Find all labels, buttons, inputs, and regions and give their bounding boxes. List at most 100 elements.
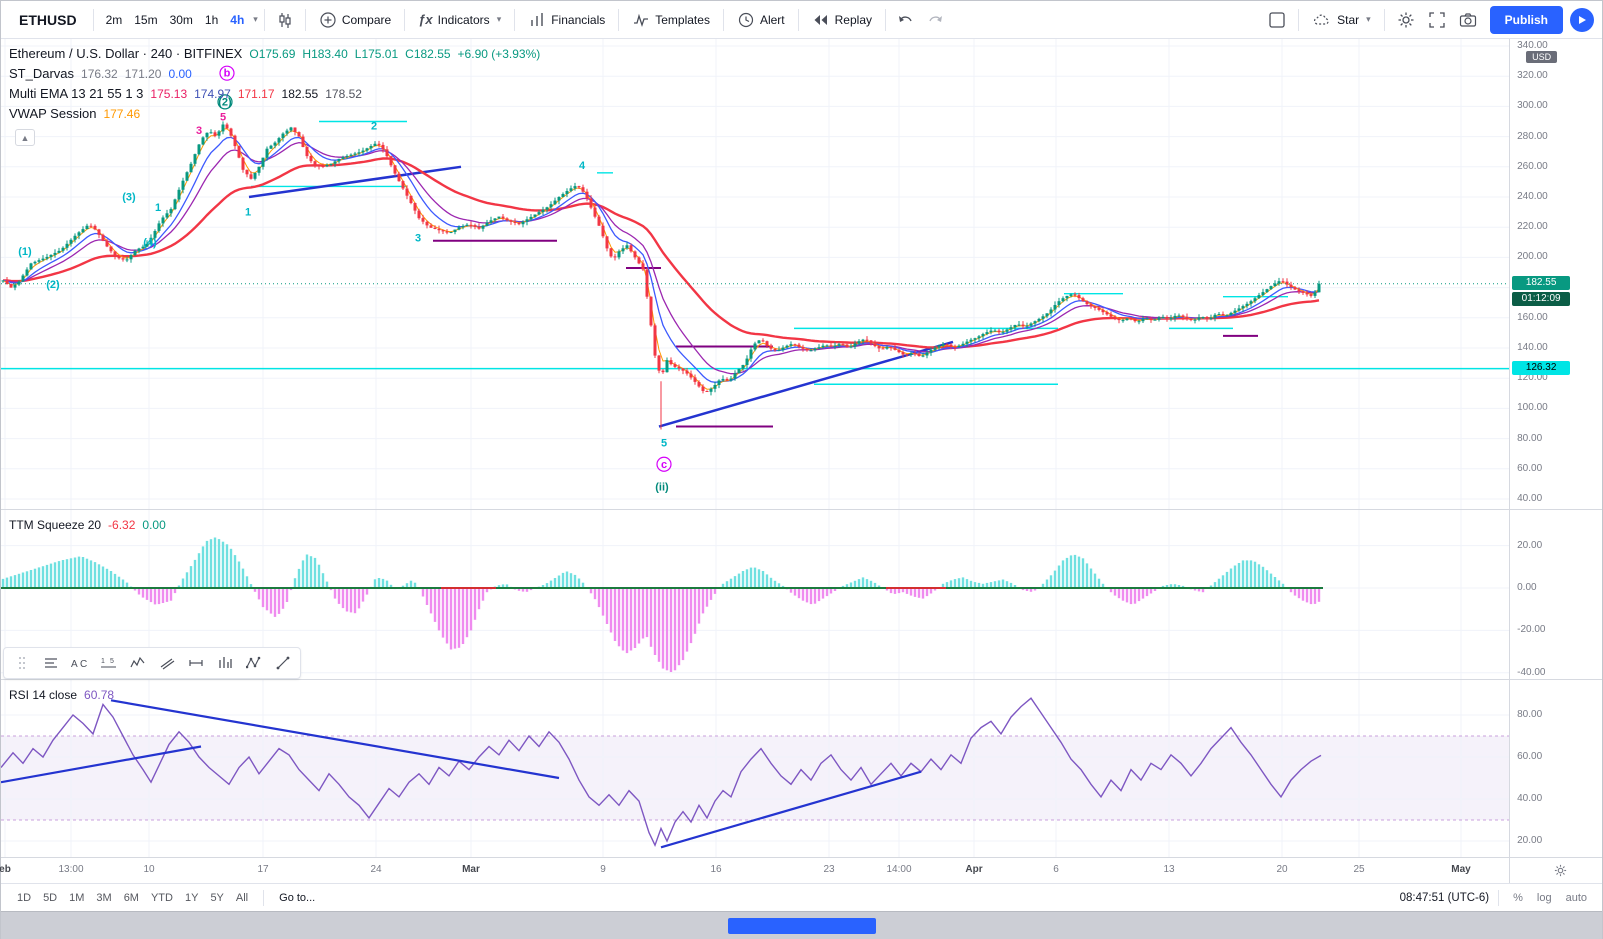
separator	[1498, 889, 1500, 906]
trend-line-icon[interactable]	[269, 650, 296, 676]
svg-text:5: 5	[110, 658, 114, 665]
price-tick: 40.00	[1517, 493, 1543, 504]
range-5d[interactable]: 5D	[43, 891, 58, 904]
axis-gear-icon[interactable]	[1553, 863, 1568, 878]
collapse-legend-button[interactable]: ▲	[15, 129, 35, 146]
time-label: 17	[257, 864, 269, 875]
price-tick: 60.00	[1517, 462, 1543, 474]
compare-button[interactable]: Compare	[312, 6, 398, 34]
play-button[interactable]	[1570, 7, 1594, 32]
price-tick: 100.00	[1517, 402, 1548, 414]
price-chart-canvas[interactable]: (1) (2) (3) (4) 1 1 3 5 (2) b 2 3 4 5 c (ii)	[1, 39, 1510, 509]
xabcd-pattern-icon[interactable]	[240, 650, 267, 676]
screenshot-button[interactable]	[1453, 5, 1483, 35]
range-ytd[interactable]: YTD	[150, 891, 173, 904]
taskbar-active-app[interactable]	[727, 918, 876, 934]
rsi-scale[interactable]: 80.00 60.00 40.00 20.00	[1510, 679, 1602, 857]
svg-text:(ii): (ii)	[655, 481, 669, 493]
object-tree-icon[interactable]	[37, 650, 64, 676]
price-scale-column: USD 340.00 320.00 300.00 280.00 260.00 240.00…	[1509, 39, 1602, 883]
drag-handle[interactable]	[8, 650, 35, 676]
compare-icon	[320, 11, 336, 28]
svg-text:4: 4	[579, 160, 586, 172]
financials-icon	[531, 12, 543, 26]
range-group: 1D 5D 1M 3M 6M YTD 1Y 5Y All	[11, 889, 254, 907]
separator	[92, 8, 94, 31]
price-tick: 80.00	[1517, 432, 1543, 444]
timeframe-2m[interactable]: 2m	[105, 12, 123, 27]
time-label: Mar	[462, 864, 480, 875]
chevron-down-icon[interactable]: ▾	[253, 14, 258, 24]
os-taskbar	[1, 911, 1602, 939]
separator	[304, 8, 306, 31]
indicators-button[interactable]: ƒx Indicators ▾	[411, 7, 508, 32]
clock-timezone[interactable]: 08:47:51 (UTC-6)	[1399, 891, 1490, 904]
range-1y[interactable]: 1Y	[184, 891, 199, 904]
timeframe-4h[interactable]: 4h	[230, 12, 245, 27]
chart-type-button[interactable]	[271, 6, 299, 34]
parallel-channel-icon[interactable]	[153, 650, 180, 676]
range-3m[interactable]: 3M	[96, 891, 112, 904]
range-1m[interactable]: 1M	[69, 891, 85, 904]
time-label: 13:00	[58, 864, 84, 875]
time-axis[interactable]: eb 13:00 10 17 24 Mar 9 16 23 14:00 Apr 6 13 20 25 May	[0, 857, 1510, 883]
alert-button[interactable]: Alert	[730, 6, 792, 34]
play-icon	[1579, 15, 1586, 24]
auto-scale-button[interactable]: auto	[1565, 891, 1587, 904]
goto-button[interactable]: Go to...	[279, 891, 316, 904]
ttm-tick: 0.00	[1517, 582, 1537, 593]
fx-icon: ƒx	[418, 12, 433, 27]
timeframe-15m[interactable]: 15m	[134, 12, 158, 27]
timeframe-30m[interactable]: 30m	[169, 12, 193, 27]
svg-text:A: A	[71, 659, 78, 670]
settings-button[interactable]	[1391, 5, 1421, 35]
templates-button[interactable]: Templates	[625, 6, 717, 34]
svg-text:(4): (4)	[143, 237, 157, 249]
bottom-toolbar: 1D 5D 1M 3M 6M YTD 1Y 5Y All Go to... 08:47:51 (…	[1, 883, 1602, 911]
templates-icon	[634, 13, 649, 27]
log-scale-button[interactable]: log	[1536, 891, 1552, 904]
compare-label: Compare	[341, 12, 392, 27]
undo-button[interactable]	[892, 6, 920, 34]
ttm-scale[interactable]: 20.00 0.00 -20.00 -40.00	[1510, 509, 1602, 679]
timeframe-1h[interactable]: 1h	[204, 12, 219, 27]
percent-scale-button[interactable]: %	[1513, 891, 1523, 904]
range-1d[interactable]: 1D	[17, 891, 32, 904]
indicators-label: Indicators	[437, 12, 490, 27]
time-label: 24	[370, 864, 382, 875]
save-layout-button[interactable]: Star ▾	[1305, 7, 1378, 33]
separator	[797, 8, 799, 31]
replay-button[interactable]: Replay	[805, 6, 879, 34]
ttm-chart-canvas[interactable]	[1, 510, 1510, 679]
time-label: 20	[1276, 864, 1288, 875]
svg-text:(2): (2)	[46, 279, 60, 291]
time-label: 13	[1163, 864, 1175, 875]
time-label: 6	[1053, 864, 1059, 875]
financials-label: Financials	[551, 12, 606, 27]
price-tick: 220.00	[1517, 221, 1548, 233]
elliott-wave-icon[interactable]	[124, 650, 151, 676]
range-5y[interactable]: 5Y	[210, 891, 224, 904]
measure-icon[interactable]	[182, 650, 209, 676]
financials-button[interactable]: Financials	[521, 6, 612, 34]
separator	[404, 8, 406, 31]
redo-button[interactable]	[921, 6, 949, 34]
replay-label: Replay	[834, 12, 872, 27]
range-6m[interactable]: 6M	[123, 891, 139, 904]
time-label: 10	[143, 864, 155, 875]
chevron-down-icon: ▾	[1366, 14, 1371, 24]
replay-icon	[814, 14, 827, 25]
range-all[interactable]: All	[235, 891, 249, 904]
rsi-chart-canvas[interactable]	[1, 680, 1510, 857]
symbol-search[interactable]: ETHUSD	[19, 11, 77, 28]
publish-button[interactable]: Publish	[1489, 5, 1563, 34]
ttm-tick: -20.00	[1517, 624, 1546, 636]
layout-button[interactable]	[1262, 5, 1292, 35]
volume-profile-icon[interactable]	[211, 650, 238, 676]
price-scale[interactable]: USD 340.00 320.00 300.00 280.00 260.00 240.00…	[1510, 39, 1602, 509]
fullscreen-button[interactable]	[1422, 5, 1452, 35]
rsi-tick: 40.00	[1517, 793, 1543, 804]
